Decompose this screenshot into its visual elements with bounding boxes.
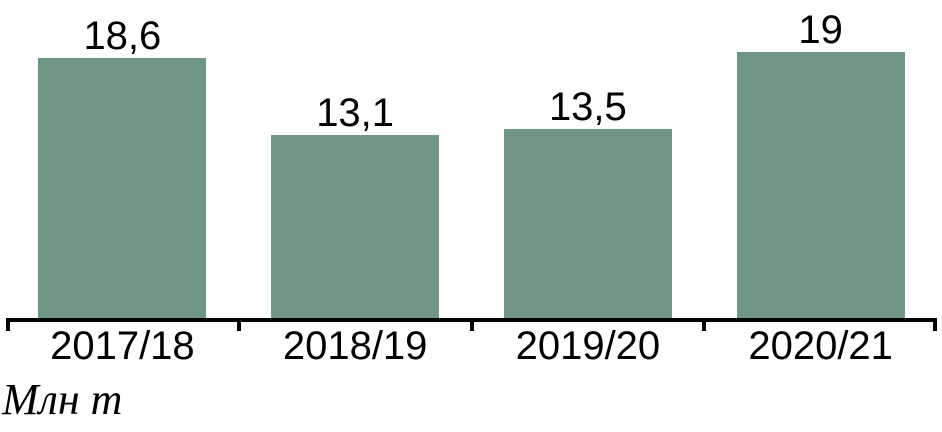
- x-axis-tick: [6, 318, 10, 331]
- bar-2017/18: [38, 58, 207, 318]
- bar-2020/21: [736, 52, 905, 318]
- bar-2019/20: [503, 129, 672, 318]
- x-axis-tick: [469, 318, 474, 331]
- bar-value-label: 18,6: [83, 14, 162, 58]
- bar-2018/19: [271, 135, 440, 318]
- x-axis-tick-label: 2018/19: [282, 324, 428, 368]
- x-axis-tick-label: 2017/18: [50, 324, 195, 368]
- bar-value-label: 13,1: [316, 91, 395, 135]
- bar-value-label: 13,5: [548, 85, 627, 129]
- x-axis-tick-label: 2019/20: [515, 324, 661, 368]
- x-axis-tick: [933, 318, 937, 331]
- unit-label: Млн т: [2, 375, 123, 424]
- x-axis-tick: [702, 318, 707, 331]
- bar-value-label: 19: [798, 8, 843, 52]
- x-axis-tick-label: 2020/21: [748, 324, 893, 368]
- x-axis-tick: [236, 318, 241, 331]
